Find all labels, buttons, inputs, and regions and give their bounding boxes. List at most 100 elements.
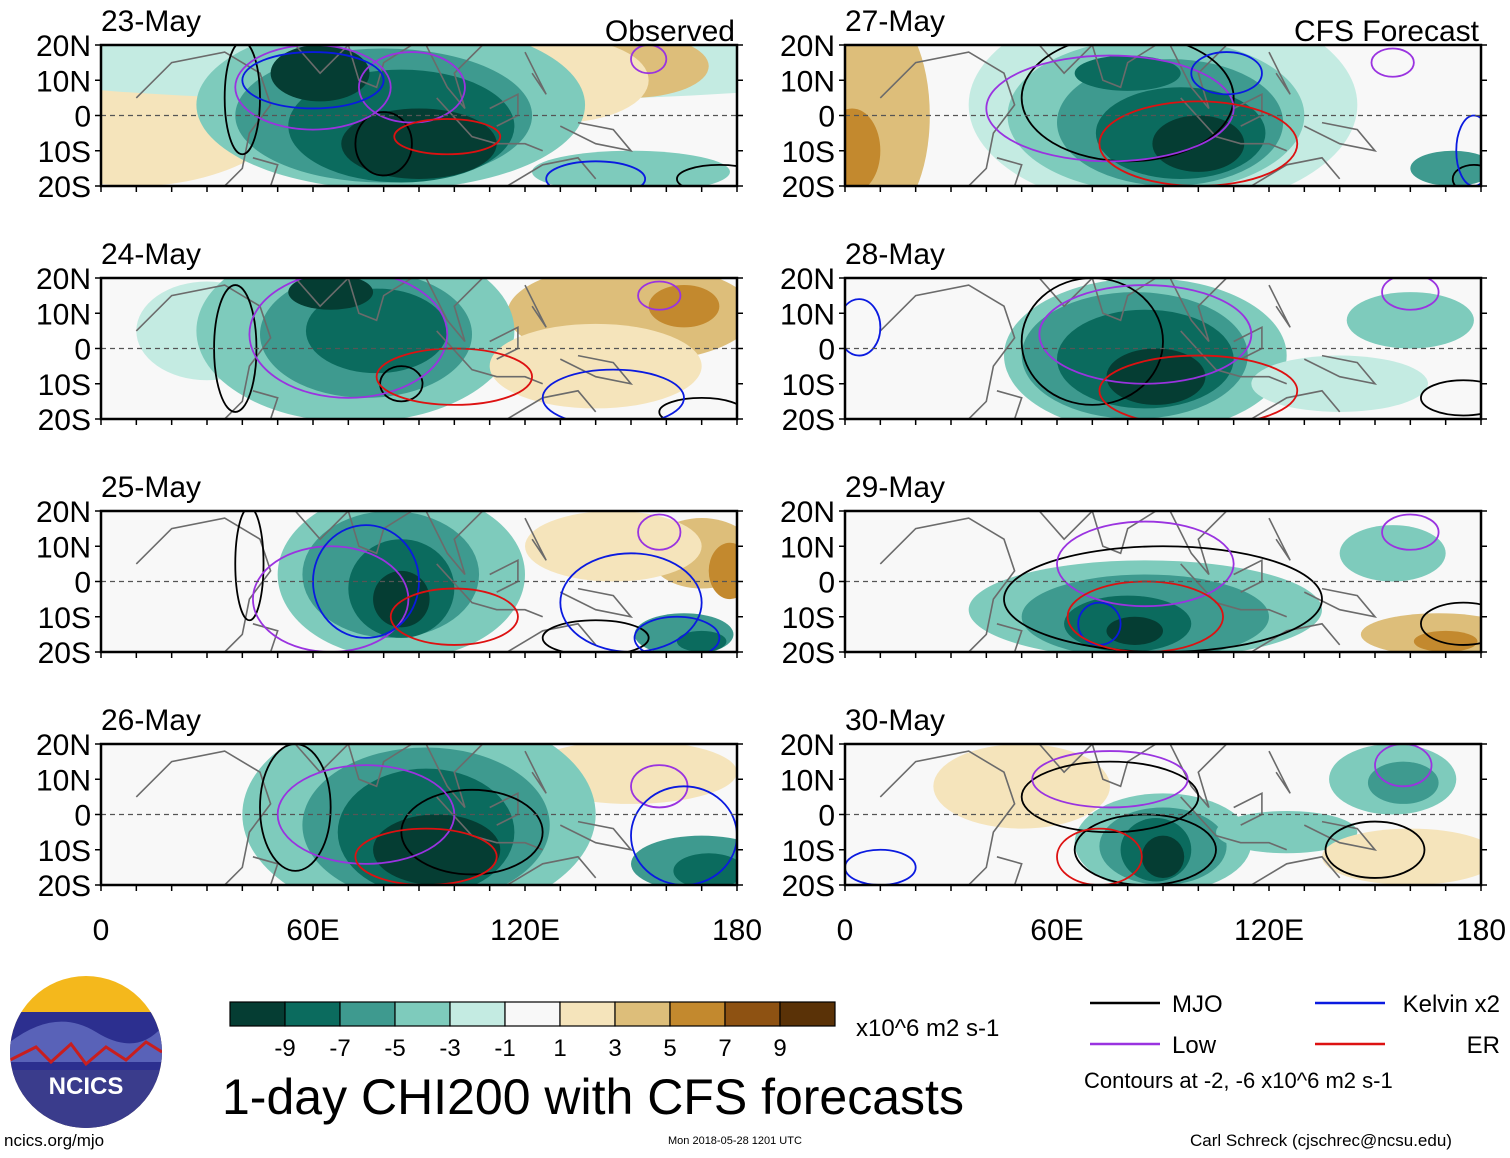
contour-mjo [223, 45, 261, 156]
coastline [1233, 326, 1263, 360]
contour-mjo [400, 788, 544, 876]
contour-note: Contours at -2, -6 x10^6 m2 s-1 [1084, 1068, 1393, 1093]
coastline [489, 559, 519, 593]
anomaly-shade [1106, 348, 1206, 405]
coastline [879, 284, 1016, 419]
footer-url[interactable]: ncics.org/mjo [4, 1131, 105, 1150]
y-tick-label: 10S [782, 369, 835, 402]
coastline [1180, 563, 1287, 618]
coastline [489, 792, 519, 826]
coastline [996, 623, 1023, 652]
y-tick-label: 10N [36, 531, 91, 564]
contour-mjo [1324, 820, 1426, 879]
y-tick-label: 0 [818, 800, 835, 833]
contour-er [389, 587, 519, 646]
contour-kelvin-x2 [630, 785, 737, 885]
contour-mjo [1003, 545, 1323, 652]
contour-low [358, 51, 466, 124]
contour-low [1031, 750, 1189, 809]
coastline [1038, 45, 1157, 89]
coastline [489, 326, 519, 360]
coastline [1169, 744, 1228, 809]
anomaly-shade [1367, 761, 1439, 804]
y-tick-label: 10N [780, 764, 835, 797]
coastline [1038, 511, 1157, 555]
contour-low [637, 513, 682, 551]
anomaly-shade [1346, 292, 1474, 349]
coastline [425, 511, 484, 576]
x-tick-label: 120E [1234, 914, 1304, 947]
x-tick-label: 0 [837, 914, 854, 947]
y-tick-label: 20S [782, 404, 835, 437]
y-tick-label: 10N [780, 531, 835, 564]
footer-credit: Carl Schreck (cjschrec@ncsu.edu) [1190, 1131, 1452, 1150]
y-tick-label: 20N [36, 729, 91, 762]
anomaly-shade [708, 542, 737, 600]
anomaly-shade [1152, 115, 1245, 172]
anomaly-shade [1413, 630, 1478, 652]
y-tick-label: 20S [38, 171, 91, 204]
y-tick-label: 20N [780, 30, 835, 63]
contour-kelvin-x2 [559, 552, 703, 652]
forecast-title: CFS Forecast [1294, 15, 1480, 48]
coastline [506, 622, 597, 652]
panel-date: 26-May [101, 704, 201, 737]
coastline [436, 796, 543, 851]
x-tick-label: 60E [1030, 914, 1083, 947]
x-tick-label: 0 [93, 914, 110, 947]
coastline [1268, 750, 1291, 794]
legend: MJO Kelvin x2 Low ER [1090, 991, 1500, 1059]
contour-kelvin-x2 [1455, 114, 1481, 186]
coastline [294, 278, 413, 322]
anomaly-shade [845, 108, 881, 186]
contour-mjo [658, 396, 737, 419]
colorbar-swatch [394, 1001, 451, 1027]
y-tick-label: 10S [782, 835, 835, 868]
coastline [1303, 354, 1378, 386]
logo-mountain [10, 1021, 162, 1062]
contour-mjo [379, 365, 424, 403]
colorbar-swatch [614, 1001, 671, 1027]
colorbar-label: 9 [773, 1035, 786, 1062]
y-tick-label: 0 [74, 800, 91, 833]
contour-mjo [1020, 278, 1164, 406]
coastline [1233, 792, 1263, 826]
colorbar-swatch [339, 1001, 396, 1027]
colorbar-swatch [229, 1001, 286, 1027]
contour-low [248, 278, 449, 399]
y-tick-label: 10S [38, 369, 91, 402]
colorbar-label: 5 [663, 1035, 676, 1062]
contour-kelvin-x2 [545, 160, 647, 186]
coastline [879, 750, 1016, 885]
y-tick-label: 10S [38, 602, 91, 635]
contour-mjo [1420, 379, 1481, 417]
coastline [1268, 517, 1291, 561]
colorbar-swatch [449, 1001, 506, 1027]
panel-field [845, 511, 1481, 652]
contour-kelvin-x2 [633, 615, 721, 652]
anomaly-shade [1339, 525, 1446, 582]
coastline [1038, 278, 1157, 322]
y-tick-label: 0 [74, 101, 91, 134]
coastline [559, 820, 634, 852]
colorbar-swatch [724, 1001, 781, 1027]
colorbar-swatch [284, 1001, 341, 1027]
legend-label: Low [1172, 1032, 1217, 1059]
colorbar: -9 -7 -5 -3 -1 1 3 5 7 9 [229, 1001, 836, 1062]
legend-label: Kelvin x2 [1403, 991, 1500, 1018]
coastline [1169, 45, 1228, 110]
contour-low [252, 545, 410, 652]
coastline [506, 156, 597, 186]
coastline [506, 855, 597, 885]
coastline [1268, 284, 1291, 328]
y-tick-label: 0 [818, 334, 835, 367]
coastline [1250, 622, 1341, 652]
anomaly-shade [532, 150, 730, 186]
colorbar-units: x10^6 m2 s-1 [856, 1015, 1000, 1042]
coastline [524, 51, 547, 95]
coastline [425, 744, 484, 809]
